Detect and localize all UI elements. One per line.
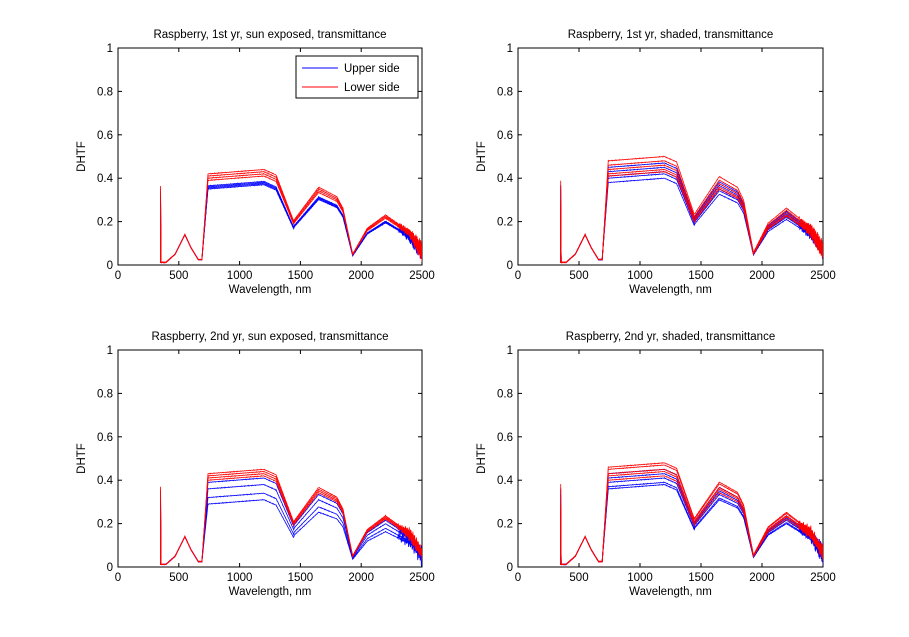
x-tick-label: 2500 (409, 572, 435, 584)
y-axis-label: DHTF (476, 141, 488, 172)
x-tick-label: 2000 (749, 270, 775, 282)
y-tick-label: 0.8 (497, 86, 513, 98)
y-tick-label: 0.4 (97, 475, 114, 487)
x-tick-label: 0 (115, 270, 121, 282)
y-axis-label: DHTF (476, 443, 488, 474)
chart-title: Raspberry, 1st yr, shaded, transmittance (568, 29, 774, 41)
y-tick-label: 0 (107, 260, 113, 272)
y-tick-label: 0.6 (97, 432, 113, 444)
y-tick-label: 0.4 (497, 475, 514, 487)
series-line-lower-side (560, 462, 823, 566)
x-tick-label: 1500 (688, 270, 714, 282)
y-tick-label: 0.8 (97, 388, 113, 400)
y-axis-label: DHTF (76, 443, 88, 474)
axes-box (517, 349, 824, 568)
x-tick-label: 500 (169, 270, 188, 282)
y-tick-label: 0.2 (97, 519, 113, 531)
x-tick-label: 0 (515, 572, 521, 584)
x-tick-label: 1500 (288, 270, 314, 282)
x-tick-label: 0 (115, 572, 121, 584)
x-axis-label: Wavelength, nm (629, 586, 712, 598)
legend: Upper side Lower side (295, 55, 419, 99)
y-tick-label: 1 (107, 43, 113, 55)
y-tick-label: 0.2 (97, 217, 113, 229)
y-tick-label: 1 (507, 345, 513, 357)
subplot-4: 0 500 1000 1500 2000 2500 0 0.2 0.4 0.6 0.8 1 Raspbe… (476, 331, 836, 598)
x-axis-label: Wavelength, nm (229, 284, 312, 296)
legend-label: Upper side (344, 63, 400, 75)
series-line-lower-side (160, 168, 422, 264)
chart-title: Raspberry, 1st yr, sun exposed, transmit… (153, 29, 386, 41)
chart-title: Raspberry, 2nd yr, shaded, transmittance (566, 331, 775, 343)
x-tick-label: 0 (515, 270, 521, 282)
plot-area (560, 462, 823, 566)
y-tick-label: 0.2 (497, 217, 513, 229)
legend-box (295, 55, 419, 99)
x-tick-label: 2000 (749, 572, 775, 584)
legend-label: Lower side (344, 82, 400, 94)
y-tick-label: 0 (107, 562, 113, 574)
y-tick-label: 0.8 (497, 388, 513, 400)
x-tick-label: 1000 (627, 270, 653, 282)
x-tick-label: 500 (569, 270, 588, 282)
x-tick-label: 1500 (688, 572, 714, 584)
axes-box (117, 349, 423, 568)
x-tick-label: 1000 (227, 270, 253, 282)
y-tick-label: 0.6 (497, 130, 513, 142)
x-tick-label: 2500 (810, 572, 836, 584)
x-axis-label: Wavelength, nm (229, 586, 312, 598)
x-tick-label: 500 (169, 572, 188, 584)
x-tick-label: 1500 (288, 572, 314, 584)
y-axis-label: DHTF (76, 141, 88, 172)
chart-title: Raspberry, 2nd yr, sun exposed, transmit… (152, 331, 389, 343)
subplot-1: 0 500 1000 1500 2000 2500 0 0.2 0.4 0.6 0.8 1 Raspbe… (76, 29, 435, 296)
axes-box (517, 47, 824, 266)
x-tick-label: 2000 (348, 270, 374, 282)
y-tick-label: 1 (507, 43, 513, 55)
x-tick-label: 2500 (810, 270, 836, 282)
series-line-lower-side (560, 155, 823, 264)
y-tick-label: 0.4 (497, 173, 514, 185)
y-tick-label: 0.2 (497, 519, 513, 531)
y-tick-label: 0 (507, 260, 513, 272)
y-tick-label: 0.8 (97, 86, 113, 98)
x-axis-label: Wavelength, nm (629, 284, 712, 296)
x-tick-label: 1000 (627, 572, 653, 584)
x-tick-label: 500 (569, 572, 588, 584)
plot-area (160, 468, 422, 567)
series-line-lower-side (160, 468, 422, 566)
x-tick-label: 1000 (227, 572, 253, 584)
y-tick-label: 1 (107, 345, 113, 357)
plot-area (160, 168, 422, 264)
plot-area (560, 155, 823, 264)
x-tick-label: 2000 (348, 572, 374, 584)
y-tick-label: 0.6 (97, 130, 113, 142)
y-tick-label: 0 (507, 562, 513, 574)
subplot-2: 0 500 1000 1500 2000 2500 0 0.2 0.4 0.6 0.8 1 Raspbe… (476, 29, 836, 296)
x-tick-label: 2500 (409, 270, 435, 282)
y-tick-label: 0.6 (497, 432, 513, 444)
y-tick-label: 0.4 (97, 173, 114, 185)
subplot-3: 0 500 1000 1500 2000 2500 0 0.2 0.4 0.6 0.8 1 Raspbe… (76, 331, 435, 598)
